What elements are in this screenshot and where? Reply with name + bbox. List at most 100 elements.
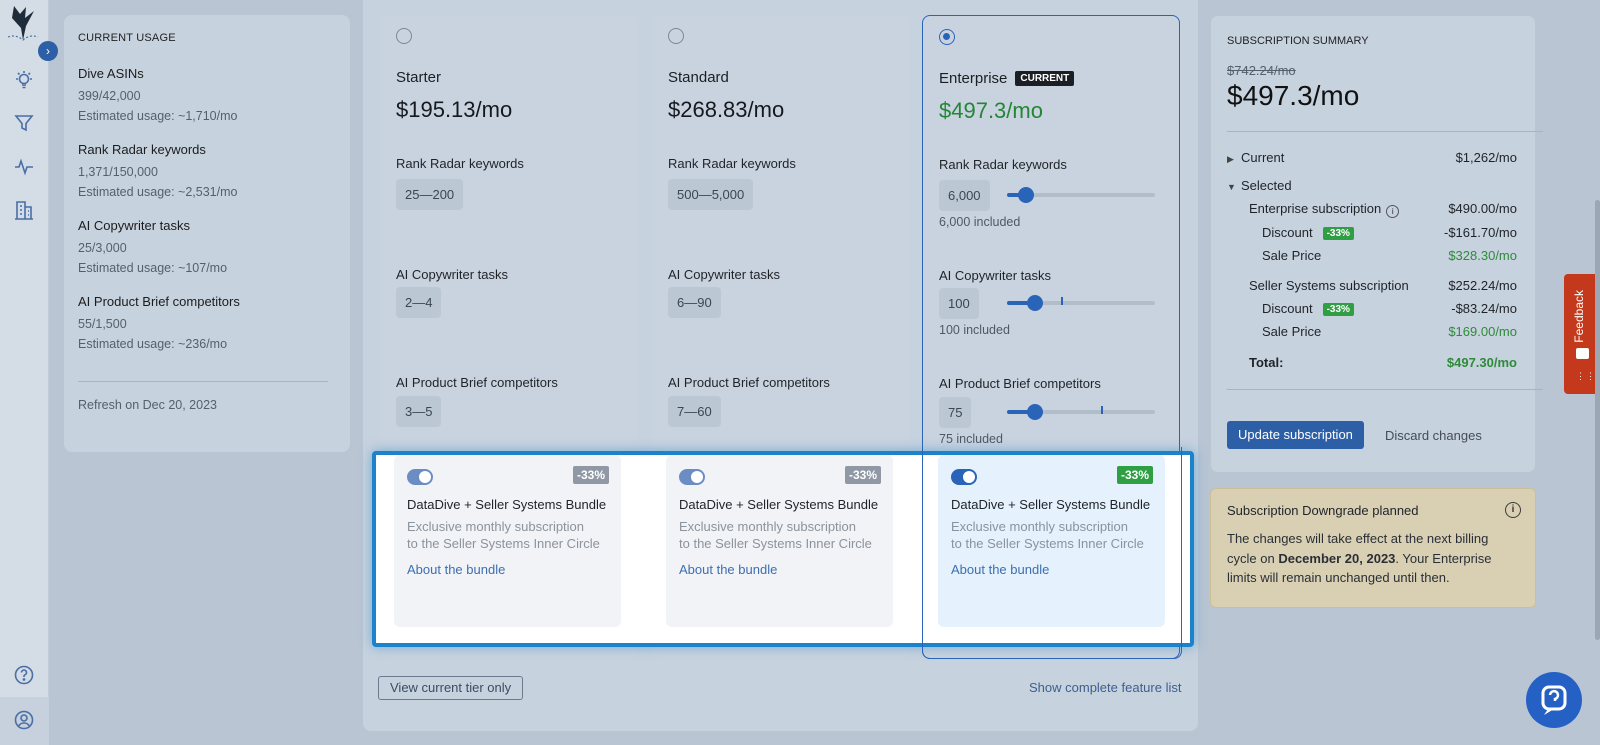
rank-radar-slider[interactable]: [1007, 187, 1155, 203]
bundle-toggle[interactable]: [407, 469, 433, 485]
bundle-title: DataDive + Seller Systems Bundle: [679, 497, 879, 512]
usage-item: Dive ASINs 399/42,000 Estimated usage: ~…: [78, 66, 336, 123]
about-bundle-link[interactable]: About the bundle: [951, 562, 1050, 577]
divider: [1227, 389, 1543, 390]
bundle-title: DataDive + Seller Systems Bundle: [951, 497, 1151, 512]
account-nav[interactable]: [0, 697, 49, 745]
bundle-description: Exclusive monthly subscription to the Sel…: [951, 518, 1151, 552]
seller-systems-discount: -$83.24/mo: [1451, 301, 1517, 316]
usage-value: 1,371/150,000: [78, 165, 158, 179]
bundle-desc-line: Exclusive monthly subscription: [679, 519, 857, 534]
account-icon[interactable]: [13, 709, 35, 731]
page-scrollbar[interactable]: [1595, 200, 1600, 640]
enterprise-sub-value: $490.00/mo: [1448, 201, 1517, 216]
divider: [1227, 131, 1543, 132]
enterprise-discount: -$161.70/mo: [1444, 225, 1517, 240]
slider-handle[interactable]: [1027, 295, 1044, 311]
building-icon[interactable]: [13, 199, 35, 221]
discount-badge: -33%: [572, 466, 609, 484]
enterprise-sale-price: $328.30/mo: [1448, 248, 1517, 263]
discount-label: Discount: [1262, 225, 1313, 240]
current-usage-panel: CURRENT USAGE Dive ASINs 399/42,000 Esti…: [64, 15, 350, 452]
discard-changes-button[interactable]: Discard changes: [1385, 428, 1482, 443]
feature-title: Rank Radar keywords: [939, 157, 1067, 172]
usage-title: Dive ASINs: [78, 66, 144, 81]
usage-value: 25/3,000: [78, 241, 127, 255]
copywriter-slider[interactable]: [1007, 295, 1155, 311]
plan-price: $497.3/mo: [939, 98, 1043, 123]
activity-icon[interactable]: [13, 156, 35, 178]
plan-name-text: Enterprise: [939, 70, 1008, 87]
usage-value: 399/42,000: [78, 89, 141, 103]
slider-fill: [1007, 410, 1036, 414]
update-subscription-button[interactable]: Update subscription: [1227, 421, 1364, 449]
plan-name: Standard: [668, 69, 729, 86]
usage-estimate: Estimated usage: ~1,710/mo: [78, 109, 238, 123]
feature-value-input[interactable]: 6,000: [939, 180, 990, 211]
notice-title: Subscription Downgrade planned: [1227, 503, 1419, 518]
subscription-summary: SUBSCRIPTION SUMMARY $742.24/mo $497.3/m…: [1210, 15, 1543, 473]
seller-systems-value: $252.24/mo: [1448, 278, 1517, 293]
current-value: $1,262/mo: [1455, 150, 1517, 165]
usage-title: AI Copywriter tasks: [78, 218, 190, 233]
info-icon[interactable]: i: [1386, 205, 1400, 218]
feature-title: AI Copywriter tasks: [396, 267, 508, 282]
seller-systems-sale-price: $169.00/mo: [1448, 324, 1517, 339]
about-bundle-link[interactable]: About the bundle: [679, 562, 778, 577]
plan-price: $268.83/mo: [668, 97, 785, 122]
view-current-tier-button[interactable]: View current tier only: [378, 676, 524, 700]
feedback-tab[interactable]: Feedback ⋮⋮: [1564, 274, 1600, 394]
usage-estimate: Estimated usage: ~107/mo: [78, 261, 228, 275]
enterprise-sub-text: Enterprise subscription: [1249, 201, 1382, 216]
feature-title: Rank Radar keywords: [668, 156, 796, 171]
app-logo[interactable]: [6, 4, 40, 42]
divider: [78, 381, 328, 382]
usage-item: Rank Radar keywords 1,371/150,000 Estima…: [78, 142, 336, 199]
feature-range: 25—200: [396, 179, 464, 210]
expand-sidebar-button[interactable]: ›: [38, 41, 58, 61]
drag-handle-icon[interactable]: ⋮⋮: [1576, 371, 1596, 381]
feature-value-input[interactable]: 75: [939, 397, 972, 428]
slider-handle[interactable]: [1027, 404, 1044, 420]
notice-text: . Your Enterprise limits will remain unc…: [1227, 550, 1492, 586]
feature-value-input[interactable]: 100: [939, 288, 979, 319]
plan-radio[interactable]: [668, 28, 684, 44]
slider-handle[interactable]: [1018, 187, 1035, 203]
feature-title: AI Copywriter tasks: [668, 267, 780, 282]
support-chat-button[interactable]: [1526, 672, 1582, 728]
slider-tick: [1101, 406, 1103, 414]
feature-included: 6,000 included: [939, 215, 1021, 229]
lightbulb-icon[interactable]: [13, 69, 35, 91]
caret-down-icon: ▼: [1227, 182, 1236, 192]
bundle-card-starter: -33% DataDive + Seller Systems Bundle Ex…: [394, 455, 621, 627]
feature-title: Rank Radar keywords: [396, 156, 524, 171]
feedback-label: Feedback: [1572, 290, 1586, 343]
bundle-title: DataDive + Seller Systems Bundle: [407, 497, 607, 512]
show-feature-list-link[interactable]: Show complete feature list: [1029, 680, 1182, 695]
filter-icon[interactable]: [13, 112, 35, 134]
competitors-slider[interactable]: [1007, 404, 1155, 420]
current-label: Current: [1241, 150, 1285, 165]
usage-item: AI Copywriter tasks 25/3,000 Estimated u…: [78, 218, 336, 275]
selected-row[interactable]: ▼ Selected: [1227, 178, 1292, 193]
help-icon[interactable]: [13, 664, 35, 686]
plan-name: Enterprise CURRENT: [939, 70, 1075, 87]
bundle-desc-line: to the Seller Systems Inner Circle: [407, 536, 600, 551]
bundle-description: Exclusive monthly subscription to the Sel…: [407, 518, 607, 552]
bundle-description: Exclusive monthly subscription to the Sel…: [679, 518, 879, 552]
info-icon[interactable]: i: [1505, 502, 1521, 518]
about-bundle-link[interactable]: About the bundle: [407, 562, 506, 577]
bundle-toggle[interactable]: [951, 469, 977, 485]
plan-radio[interactable]: [939, 29, 955, 45]
plan-radio[interactable]: [396, 28, 412, 44]
feedback-chat-icon: [1576, 348, 1589, 359]
bundle-card-standard: -33% DataDive + Seller Systems Bundle Ex…: [666, 455, 893, 627]
summary-header: SUBSCRIPTION SUMMARY: [1227, 35, 1369, 47]
bundle-toggle[interactable]: [679, 469, 705, 485]
slider-tick: [1061, 297, 1063, 305]
current-badge: CURRENT: [1015, 71, 1075, 86]
feature-title: AI Copywriter tasks: [939, 268, 1051, 283]
discount-row: Discount -33%: [1262, 225, 1354, 240]
current-row[interactable]: ▶ Current: [1227, 150, 1284, 165]
feature-title: AI Product Brief competitors: [396, 375, 558, 390]
